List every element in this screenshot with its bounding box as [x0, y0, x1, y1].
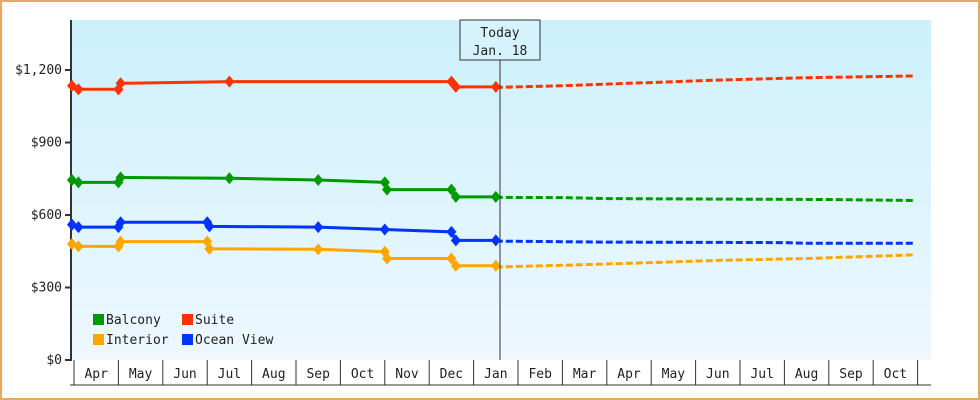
today-label-box [459, 19, 541, 61]
x-tick-label: Sep [839, 367, 863, 382]
x-tick-label: Jul [750, 367, 773, 382]
svg-text:Ocean View: Ocean View [195, 333, 273, 348]
plot-area [72, 20, 931, 360]
y-tick-label: $1,200 [15, 63, 62, 78]
x-tick-label: Sep [306, 367, 330, 382]
svg-text:Balcony: Balcony [106, 313, 161, 328]
x-tick-label: Jan [484, 367, 507, 382]
svg-text:Interior: Interior [106, 333, 169, 348]
x-tick-label: Mar [573, 367, 597, 382]
x-tick-label: Apr [84, 367, 108, 382]
y-tick-label: $0 [46, 353, 62, 368]
x-tick-label: Apr [617, 367, 641, 382]
y-tick-label: $900 [31, 136, 62, 151]
x-tick-label: May [662, 367, 686, 382]
today-label-line1: Today [480, 26, 519, 41]
y-tick-label: $600 [31, 208, 62, 223]
x-tick-label: May [129, 367, 153, 382]
today-label-line2: Jan. 18 [473, 44, 528, 59]
y-tick-label: $300 [31, 281, 62, 296]
series-interior [67, 235, 914, 272]
x-tick-label: Jun [173, 367, 196, 382]
x-tick-label: Nov [395, 367, 419, 382]
x-axis: Apr May Jun Jul Aug Sep Oct Nov Dec Jan Feb Mar Apr M… [70, 360, 931, 386]
x-tick-label: Dec [440, 367, 463, 382]
today-marker: Today Jan. 18 [459, 19, 541, 360]
series-balcony [67, 171, 914, 203]
legend-item-ocean-view: Ocean View [182, 333, 273, 348]
y-axis: $0 $300 $600 $900 $1,200 [15, 20, 72, 368]
x-tick-label: Aug [262, 367, 285, 382]
legend-item-balcony: Balcony [93, 313, 161, 328]
svg-text:Suite: Suite [195, 313, 234, 328]
x-tick-label: Oct [351, 367, 374, 382]
series-suite [67, 74, 914, 96]
legend-item-suite: Suite [182, 313, 234, 328]
x-tick-label: Jun [706, 367, 729, 382]
legend-item-interior: Interior [93, 333, 169, 348]
x-tick-label: Jul [218, 367, 241, 382]
legend: Balcony Suite Interior Ocean View [93, 313, 273, 348]
series-ocean-view [67, 216, 914, 247]
series-lines [67, 74, 914, 272]
x-tick-label: Aug [795, 367, 818, 382]
x-tick-label: Feb [528, 367, 552, 382]
x-tick-label: Oct [884, 367, 907, 382]
